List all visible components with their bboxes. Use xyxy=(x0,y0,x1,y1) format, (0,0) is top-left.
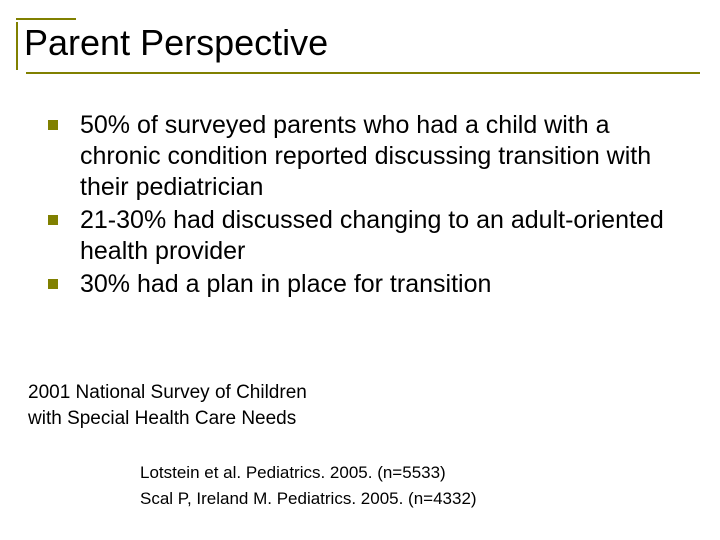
citations-block: Lotstein et al. Pediatrics. 2005. (n=553… xyxy=(140,460,477,511)
square-bullet-icon xyxy=(48,279,58,289)
list-item: 30% had a plan in place for transition xyxy=(48,269,680,300)
bullet-text: 50% of surveyed parents who had a child … xyxy=(80,110,680,203)
bullet-list: 50% of surveyed parents who had a child … xyxy=(48,110,680,300)
list-item: 21-30% had discussed changing to an adul… xyxy=(48,205,680,267)
title-region: Parent Perspective xyxy=(0,0,720,74)
title-top-rule xyxy=(16,18,76,20)
square-bullet-icon xyxy=(48,215,58,225)
bullet-text: 30% had a plan in place for transition xyxy=(80,269,491,300)
square-bullet-icon xyxy=(48,120,58,130)
slide-title: Parent Perspective xyxy=(24,22,700,70)
list-item: 50% of surveyed parents who had a child … xyxy=(48,110,680,203)
citation-line: Lotstein et al. Pediatrics. 2005. (n=553… xyxy=(140,460,477,486)
citation-line: Scal P, Ireland M. Pediatrics. 2005. (n=… xyxy=(140,486,477,512)
bullet-text: 21-30% had discussed changing to an adul… xyxy=(80,205,680,267)
title-left-rule: Parent Perspective xyxy=(16,22,700,70)
source-line: with Special Health Care Needs xyxy=(28,406,307,432)
source-block: 2001 National Survey of Children with Sp… xyxy=(28,380,307,431)
content-region: 50% of surveyed parents who had a child … xyxy=(0,74,720,300)
source-line: 2001 National Survey of Children xyxy=(28,380,307,406)
